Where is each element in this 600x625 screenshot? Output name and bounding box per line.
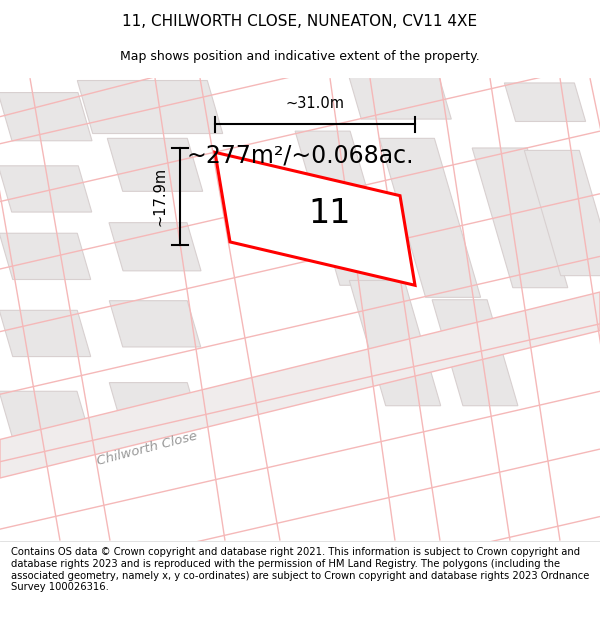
Text: 11, CHILWORTH CLOSE, NUNEATON, CV11 4XE: 11, CHILWORTH CLOSE, NUNEATON, CV11 4XE [122, 14, 478, 29]
Text: 11: 11 [309, 198, 351, 231]
Text: ~17.9m: ~17.9m [153, 167, 168, 226]
Polygon shape [349, 281, 440, 406]
Polygon shape [0, 292, 600, 478]
Polygon shape [109, 301, 201, 347]
Polygon shape [432, 300, 518, 406]
Polygon shape [215, 152, 415, 285]
Text: ~31.0m: ~31.0m [286, 96, 344, 111]
Polygon shape [77, 81, 223, 134]
Polygon shape [472, 148, 568, 288]
Text: Map shows position and indicative extent of the property.: Map shows position and indicative extent… [120, 50, 480, 62]
Polygon shape [0, 92, 92, 141]
Text: Chilworth Close: Chilworth Close [95, 430, 198, 468]
Polygon shape [295, 131, 395, 285]
Polygon shape [0, 166, 92, 212]
Text: ~277m²/~0.068ac.: ~277m²/~0.068ac. [186, 143, 414, 168]
Polygon shape [379, 138, 481, 298]
Polygon shape [107, 138, 203, 191]
Polygon shape [0, 391, 91, 439]
Polygon shape [0, 311, 91, 357]
Polygon shape [109, 222, 201, 271]
Polygon shape [524, 151, 600, 276]
Text: Contains OS data © Crown copyright and database right 2021. This information is : Contains OS data © Crown copyright and d… [11, 548, 589, 592]
Polygon shape [505, 83, 586, 121]
Polygon shape [0, 233, 91, 279]
Polygon shape [109, 382, 201, 429]
Polygon shape [349, 76, 451, 119]
